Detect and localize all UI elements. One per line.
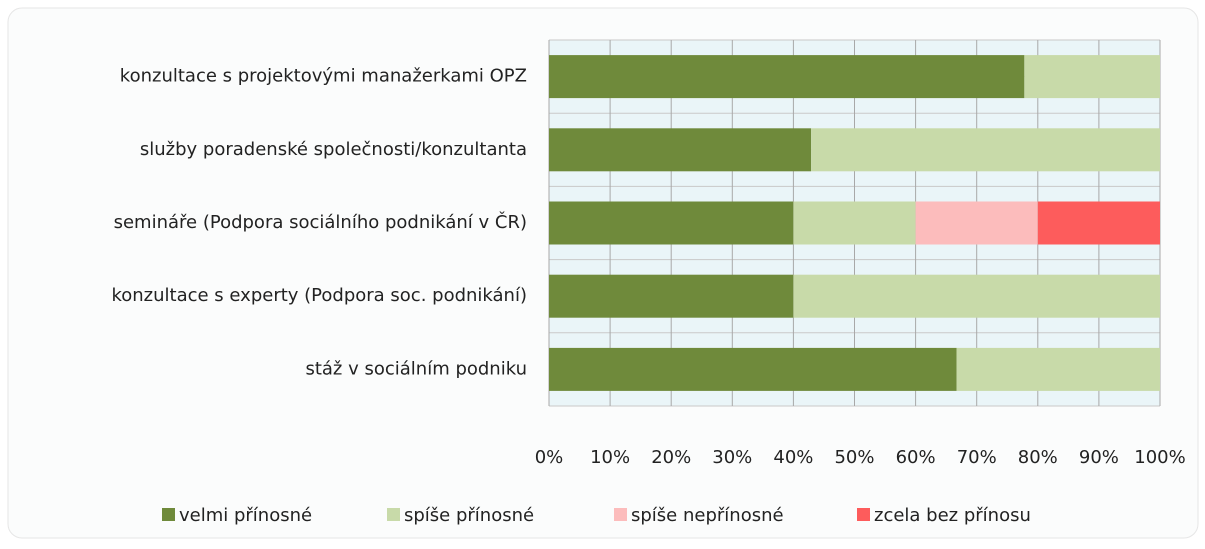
legend-label: velmi přínosné — [179, 505, 312, 526]
bar — [1037, 201, 1160, 245]
bar — [793, 274, 1160, 318]
x-tick-label: 50% — [834, 447, 874, 468]
bar — [956, 347, 1160, 391]
y-tick-label: stáž v sociálním podniku — [305, 358, 527, 379]
legend-swatch — [614, 508, 627, 521]
bar — [1024, 55, 1160, 99]
bar — [793, 201, 916, 245]
x-tick-label: 90% — [1079, 447, 1119, 468]
x-tick-label: 20% — [651, 447, 691, 468]
y-tick-label: služby poradenské společnosti/konzultant… — [140, 139, 527, 160]
x-tick-label: 40% — [773, 447, 813, 468]
y-tick-label: konzultace s projektovými manažerkami OP… — [120, 66, 527, 87]
x-tick-label: 0% — [535, 447, 564, 468]
bar — [549, 347, 957, 391]
legend-label: zcela bez přínosu — [874, 505, 1031, 526]
y-tick-label: semináře (Podpora sociálního podnikání v… — [114, 211, 527, 233]
x-tick-label: 30% — [712, 447, 752, 468]
bar — [549, 201, 794, 245]
bar — [811, 128, 1160, 172]
y-tick-label: konzultace s experty (Podpora soc. podni… — [111, 285, 527, 306]
bar — [549, 128, 812, 172]
x-tick-label: 80% — [1018, 447, 1058, 468]
x-tick-label: 10% — [590, 447, 630, 468]
x-tick-label: 70% — [957, 447, 997, 468]
x-tick-label: 100% — [1134, 447, 1185, 468]
bar — [549, 274, 794, 318]
legend-swatch — [162, 508, 175, 521]
legend-swatch — [857, 508, 870, 521]
legend-label: spíše nepřínosné — [631, 505, 784, 526]
x-tick-label: 60% — [896, 447, 936, 468]
legend-swatch — [387, 508, 400, 521]
legend-label: spíše přínosné — [404, 505, 534, 526]
bar — [915, 201, 1038, 245]
bar — [549, 55, 1025, 99]
